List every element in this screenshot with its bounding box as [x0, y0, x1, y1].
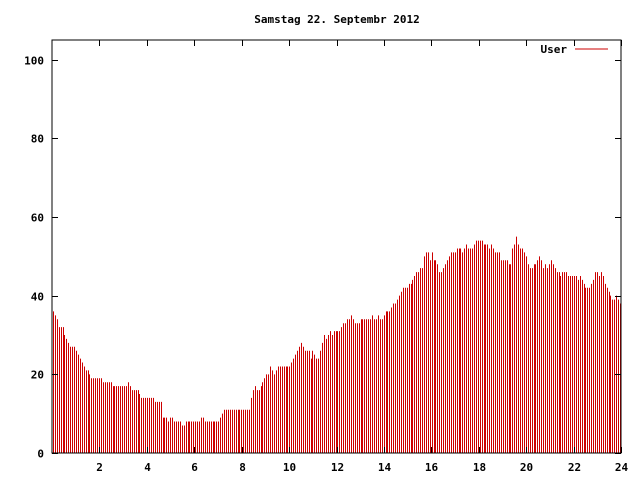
x-tick-label: 18 — [473, 461, 486, 474]
x-tick-label: 14 — [378, 461, 392, 474]
y-tick-label: 20 — [31, 369, 44, 382]
bar-group — [53, 236, 621, 453]
x-tick-label: 12 — [331, 461, 344, 474]
legend: User — [541, 43, 608, 56]
x-tick-label: 20 — [520, 461, 533, 474]
x-tick-label: 24 — [615, 461, 629, 474]
y-tick-label: 40 — [31, 291, 44, 304]
y-tick-label: 100 — [24, 55, 44, 68]
y-tick-label: 60 — [31, 212, 44, 225]
x-tick-label: 4 — [144, 461, 151, 474]
x-tick-label: 8 — [239, 461, 246, 474]
plot-frame — [51, 39, 622, 454]
x-tick-label: 2 — [96, 461, 103, 474]
chart-title: Samstag 22. Septembr 2012 — [254, 13, 420, 26]
y-tick-label: 80 — [31, 133, 44, 146]
x-tick-label: 22 — [568, 461, 581, 474]
x-tick-label: 16 — [425, 461, 439, 474]
legend-label: User — [541, 43, 568, 56]
y-axis: 0 20 40 60 80 100 — [24, 55, 621, 461]
x-tick-label: 10 — [283, 461, 296, 474]
x-axis: 2 4 6 8 10 12 14 16 18 20 22 24 — [96, 40, 628, 474]
x-tick-label: 6 — [191, 461, 198, 474]
y-tick-label: 0 — [37, 448, 44, 461]
